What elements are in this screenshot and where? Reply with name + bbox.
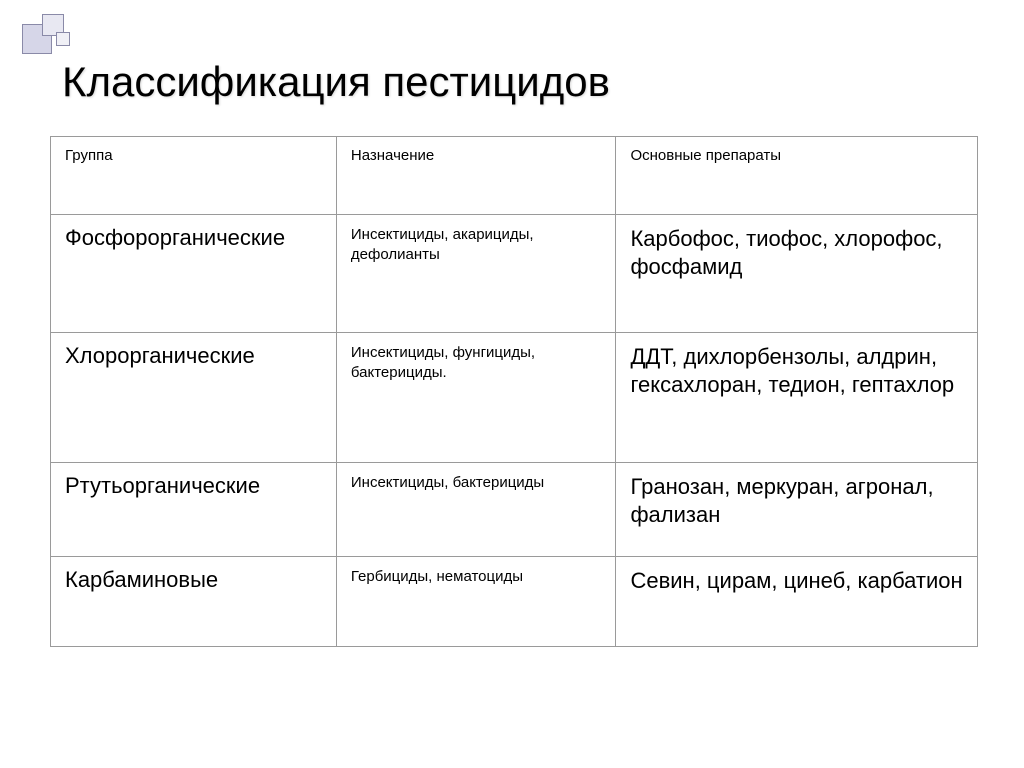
cell-group: Хлорорганические <box>51 333 337 463</box>
cell-group: Карбаминовые <box>51 557 337 647</box>
cell-drugs: Карбофос, тиофос, хлорофос, фосфамид <box>616 215 978 333</box>
col-header-group: Группа <box>51 137 337 215</box>
cell-group: Ртутьорганические <box>51 463 337 557</box>
cell-purpose: Гербициды, нематоциды <box>336 557 616 647</box>
cell-purpose: Инсектициды, фунгициды, бактерициды. <box>336 333 616 463</box>
pesticide-table: Группа Назначение Основные препараты Фос… <box>50 136 978 647</box>
deco-square-3 <box>56 32 70 46</box>
col-header-drugs: Основные препараты <box>616 137 978 215</box>
cell-drugs: ДДТ, дихлорбензолы, алдрин, гексахлоран,… <box>616 333 978 463</box>
col-header-purpose: Назначение <box>336 137 616 215</box>
table-row: Хлорорганические Инсектициды, фунгициды,… <box>51 333 978 463</box>
slide-title: Классификация пестицидов <box>62 58 610 106</box>
cell-group: Фосфорорганические <box>51 215 337 333</box>
cell-drugs: Севин, цирам, цинеб, карбатион <box>616 557 978 647</box>
table-header-row: Группа Назначение Основные препараты <box>51 137 978 215</box>
cell-purpose: Инсектициды, бактерициды <box>336 463 616 557</box>
table-row: Ртутьорганические Инсектициды, бактерици… <box>51 463 978 557</box>
cell-purpose: Инсектициды, акарициды, дефолианты <box>336 215 616 333</box>
table-row: Фосфорорганические Инсектициды, акарицид… <box>51 215 978 333</box>
table-row: Карбаминовые Гербициды, нематоциды Севин… <box>51 557 978 647</box>
cell-drugs: Гранозан, меркуран, агронал, фализан <box>616 463 978 557</box>
